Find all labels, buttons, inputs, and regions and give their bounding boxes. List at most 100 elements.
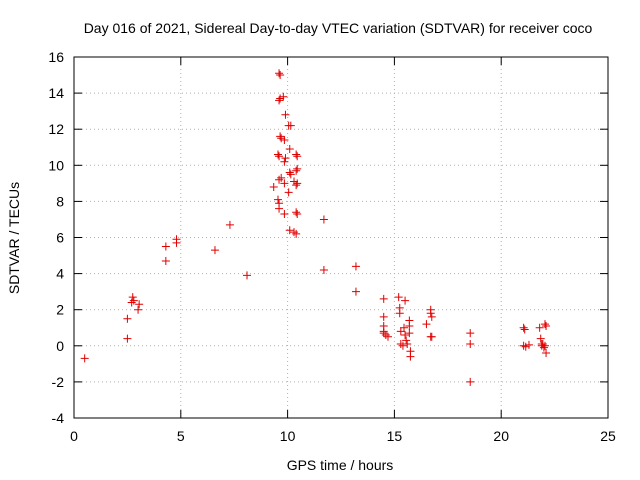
data-point xyxy=(293,210,302,219)
data-point xyxy=(396,327,405,336)
data-point xyxy=(273,150,282,159)
data-point xyxy=(123,334,132,343)
data-point xyxy=(161,256,170,265)
data-point xyxy=(401,330,410,339)
data-point xyxy=(275,204,284,213)
data-point xyxy=(405,329,414,338)
x-tick-label: 20 xyxy=(493,428,509,444)
data-point xyxy=(275,152,284,161)
data-point xyxy=(280,179,289,188)
y-tick-label: -2 xyxy=(52,374,65,390)
data-point xyxy=(466,377,475,386)
data-point xyxy=(275,175,284,184)
data-point xyxy=(466,339,475,348)
y-tick-label: 0 xyxy=(56,338,64,354)
data-point xyxy=(276,94,285,103)
data-point xyxy=(379,329,388,338)
data-point xyxy=(398,341,407,350)
axis-ticks xyxy=(73,56,609,419)
x-tick-labels: 0 5 10 15 20 25 xyxy=(70,428,616,444)
data-point xyxy=(123,314,132,323)
data-point xyxy=(427,312,436,321)
x-tick-label: 25 xyxy=(600,428,616,444)
y-tick-label: 2 xyxy=(56,302,64,318)
data-point xyxy=(381,330,390,339)
y-tick-label: 4 xyxy=(56,266,64,282)
data-point xyxy=(379,294,388,303)
data-points xyxy=(80,69,551,386)
data-point xyxy=(285,226,294,235)
data-point xyxy=(275,96,284,105)
data-point xyxy=(519,323,528,332)
data-point xyxy=(292,229,301,238)
y-tick-label: 10 xyxy=(48,157,64,173)
data-point xyxy=(427,332,436,341)
data-point xyxy=(319,215,328,224)
data-point xyxy=(351,262,360,271)
data-point xyxy=(292,181,301,190)
data-point xyxy=(540,320,549,329)
x-axis-title: GPS time / hours xyxy=(287,457,394,473)
data-point xyxy=(277,173,286,182)
data-point xyxy=(129,296,138,305)
data-point xyxy=(172,238,181,247)
x-tick-label: 0 xyxy=(70,428,78,444)
data-point xyxy=(536,334,545,343)
data-point xyxy=(379,312,388,321)
data-point xyxy=(275,69,284,78)
data-point xyxy=(395,309,404,318)
data-point xyxy=(286,170,295,179)
y-tick-label: 6 xyxy=(56,230,64,246)
data-point xyxy=(422,320,431,329)
data-point xyxy=(279,92,288,101)
data-point xyxy=(280,136,289,145)
data-point xyxy=(539,343,548,352)
data-point xyxy=(128,293,137,302)
data-point xyxy=(535,323,544,332)
data-point xyxy=(405,321,414,330)
data-point xyxy=(400,323,409,332)
data-point xyxy=(280,157,289,166)
data-point xyxy=(383,332,392,341)
data-point xyxy=(403,339,412,348)
data-point xyxy=(524,340,533,349)
data-point xyxy=(351,287,360,296)
data-point xyxy=(402,336,411,345)
data-point xyxy=(135,300,144,309)
data-point xyxy=(127,298,136,307)
data-point xyxy=(542,321,551,330)
data-point xyxy=(286,121,295,130)
data-point xyxy=(225,220,234,229)
data-point xyxy=(466,329,475,338)
data-point xyxy=(243,271,252,280)
x-tick-label: 15 xyxy=(387,428,403,444)
data-point xyxy=(520,325,529,334)
data-point xyxy=(293,164,302,173)
data-point xyxy=(406,352,415,361)
y-tick-label: 12 xyxy=(48,121,64,137)
chart-title: Day 016 of 2021, Sidereal Day-to-day VTE… xyxy=(84,20,593,36)
data-point xyxy=(293,152,302,161)
data-point xyxy=(290,228,299,237)
data-point xyxy=(319,265,328,274)
y-tick-label: 14 xyxy=(48,85,64,101)
data-point xyxy=(538,339,547,348)
y-tick-label: -4 xyxy=(52,410,65,426)
data-point xyxy=(161,242,170,251)
x-tick-label: 10 xyxy=(280,428,296,444)
data-point xyxy=(281,154,290,163)
data-point xyxy=(292,166,301,175)
data-point xyxy=(285,145,294,154)
data-point xyxy=(293,179,302,188)
data-point xyxy=(401,296,410,305)
y-axis-title: SDTVAR / TECUs xyxy=(6,182,22,294)
y-tick-labels: -4 -2 0 2 4 6 8 10 12 14 16 xyxy=(48,49,64,426)
data-point xyxy=(280,210,289,219)
data-point xyxy=(521,342,530,351)
data-point xyxy=(426,309,435,318)
data-point xyxy=(281,110,290,119)
data-point xyxy=(210,246,219,255)
x-tick-label: 5 xyxy=(177,428,185,444)
data-point xyxy=(292,150,301,159)
